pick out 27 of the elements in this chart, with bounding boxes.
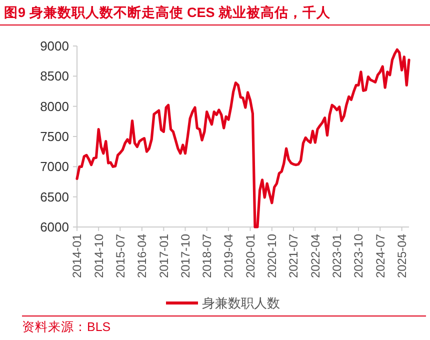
legend-label: 身兼数职人数 <box>202 296 280 311</box>
x-tick-label: 2018-07 <box>200 234 214 278</box>
x-tick-label: 2014-10 <box>92 234 106 278</box>
y-tick-label: 6000 <box>40 220 69 235</box>
y-tick-label: 7000 <box>40 159 69 174</box>
y-tick-label: 8000 <box>40 98 69 114</box>
y-tick-label: 8500 <box>40 68 69 84</box>
x-tick-label: 2021-07 <box>286 234 301 278</box>
x-tick-label: 2024-07 <box>373 234 388 278</box>
y-tick-label: 9000 <box>40 38 69 54</box>
x-tick-label: 2020-10 <box>265 234 280 278</box>
x-tick-label: 2017-01 <box>156 234 171 278</box>
x-tick-label: 2015-07 <box>113 234 128 278</box>
x-tick-label: 2025-04 <box>395 234 410 278</box>
x-tick-label: 2020-01 <box>243 234 258 278</box>
x-tick-label: 2019-04 <box>222 234 236 278</box>
chart-title: 图9 身兼数职人数不断走高使 CES 就业被高估，千人 <box>4 4 332 20</box>
x-tick-label: 2016-04 <box>135 234 150 278</box>
x-tick-label: 2017-10 <box>178 234 192 278</box>
x-tick-label: 2014-01 <box>70 234 84 278</box>
y-tick-label: 6500 <box>40 189 69 204</box>
y-tick-label: 7500 <box>40 129 69 144</box>
line-series <box>76 48 410 228</box>
x-tick-label: 2023-01 <box>330 234 344 278</box>
x-tick-label: 2023-10 <box>352 234 366 278</box>
x-tick-label: 2022-04 <box>308 234 322 278</box>
text: 资料来源：BLS <box>22 320 111 334</box>
